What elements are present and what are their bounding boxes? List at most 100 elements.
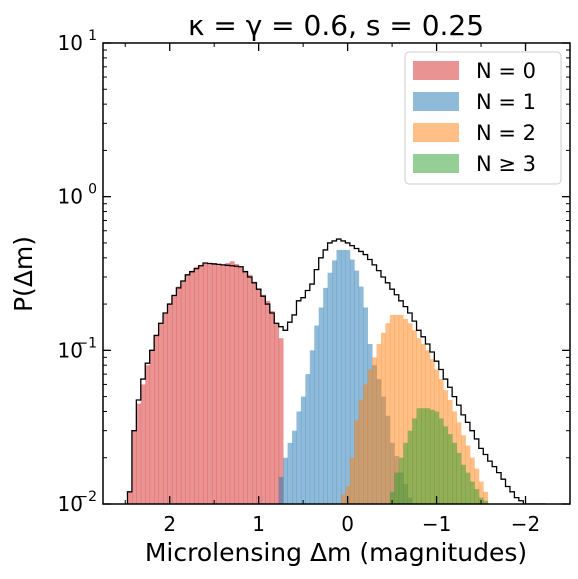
histogram-bar <box>389 314 395 504</box>
chart-title: κ = γ = 0.6, s = 0.25 <box>188 9 484 42</box>
histogram-bar <box>149 350 155 504</box>
x-tick-label: 0 <box>341 512 354 536</box>
histogram-bar <box>194 266 200 504</box>
y-axis-label: P(Δm) <box>9 236 38 312</box>
histogram-bar <box>474 468 480 504</box>
histogram-bar <box>283 457 288 504</box>
legend-swatch <box>413 61 459 80</box>
histogram-bar <box>332 260 337 504</box>
histogram-bar <box>434 411 440 504</box>
histogram-bar <box>265 300 271 504</box>
histogram-bar <box>154 335 159 504</box>
x-tick-label: 1 <box>252 512 265 536</box>
histogram-bar <box>345 486 351 504</box>
histogram-bar <box>185 274 191 504</box>
histogram-bar <box>318 307 324 504</box>
histogram-bar <box>380 332 386 504</box>
legend-label: N ≥ 3 <box>476 152 536 176</box>
histogram-bar <box>358 286 364 504</box>
legend-swatch <box>413 123 459 142</box>
histogram-bar <box>256 289 262 504</box>
histogram-bar <box>469 457 475 504</box>
histogram-bar <box>296 411 302 504</box>
legend-label: N = 1 <box>476 90 536 114</box>
x-tick-label: −2 <box>511 512 540 536</box>
y-tick-exponent: −2 <box>76 489 97 505</box>
legend-label: N = 0 <box>476 59 536 83</box>
histogram-bar <box>323 287 329 504</box>
series-3-bars <box>389 408 489 504</box>
histogram-bar <box>376 343 382 504</box>
histogram-bar <box>238 266 244 504</box>
histogram-bar <box>340 249 346 504</box>
y-tick-exponent: 1 <box>88 28 97 44</box>
histogram-bar <box>216 263 222 504</box>
histogram-bar <box>225 263 231 504</box>
histogram-bar <box>354 270 360 504</box>
histogram-bar <box>140 384 146 504</box>
histogram-bar <box>127 491 133 504</box>
histogram-bar <box>385 323 391 504</box>
histogram-bar <box>269 311 275 504</box>
histogram-bar <box>372 357 377 504</box>
histogram-bar <box>452 442 457 504</box>
histogram-bar <box>412 418 417 504</box>
histogram-bar <box>483 500 489 504</box>
histogram-bar <box>469 481 475 504</box>
histogram-bar <box>300 396 306 504</box>
histogram-bar <box>394 472 400 504</box>
histogram-bar <box>403 318 409 504</box>
histogram-bar <box>465 472 471 504</box>
histogram-bar <box>336 249 342 504</box>
histogram-bar <box>363 384 369 504</box>
legend-label: N = 2 <box>476 121 536 145</box>
step-line <box>126 238 546 504</box>
x-axis-label: Microlensing Δm (magnitudes) <box>145 538 527 567</box>
histogram-bar <box>252 281 257 504</box>
histogram-bar <box>229 261 235 504</box>
histogram-bar <box>438 418 444 504</box>
histogram-bar <box>292 430 297 504</box>
histogram-bar <box>243 270 248 504</box>
histogram-bar <box>443 426 449 504</box>
legend-swatch <box>413 154 459 173</box>
histogram-bar <box>403 442 409 504</box>
y-tick-label: 10 <box>58 492 83 516</box>
y-tick-label: 10 <box>58 185 83 209</box>
histogram-bar <box>171 294 177 504</box>
histogram-bar <box>461 464 466 504</box>
histogram-bar <box>189 270 195 504</box>
histogram-bar <box>483 491 489 504</box>
histogram-bar <box>278 476 284 504</box>
histogram-bar <box>167 304 173 504</box>
histogram-bar <box>278 338 284 504</box>
histogram-bars <box>127 249 489 504</box>
histogram-bar <box>180 280 186 504</box>
histogram-bar <box>220 264 226 504</box>
series-0-bars <box>127 261 284 504</box>
legend-swatch <box>413 92 459 111</box>
histogram-bar <box>429 409 435 504</box>
histogram-bar <box>211 263 217 504</box>
histogram-bar <box>158 323 164 504</box>
histogram-bar <box>349 457 355 504</box>
total-step-outline <box>126 238 546 504</box>
y-tick-label: 10 <box>58 31 83 55</box>
histogram-bar <box>305 374 311 504</box>
histogram-bar <box>163 312 168 504</box>
x-tick-label: −1 <box>422 512 451 536</box>
histogram-bar <box>274 323 280 504</box>
histogram-bar <box>309 350 315 504</box>
y-tick-exponent: 0 <box>88 182 97 198</box>
histogram-bar <box>354 420 360 504</box>
histogram-bar <box>389 491 395 504</box>
plot-frame <box>102 42 571 505</box>
histogram-bar <box>340 494 346 504</box>
histogram-bar <box>407 430 413 504</box>
histogram-bar <box>425 408 431 504</box>
histogram-bar <box>416 408 422 504</box>
histogram-bar <box>478 481 484 504</box>
histogram-bar <box>358 400 364 504</box>
